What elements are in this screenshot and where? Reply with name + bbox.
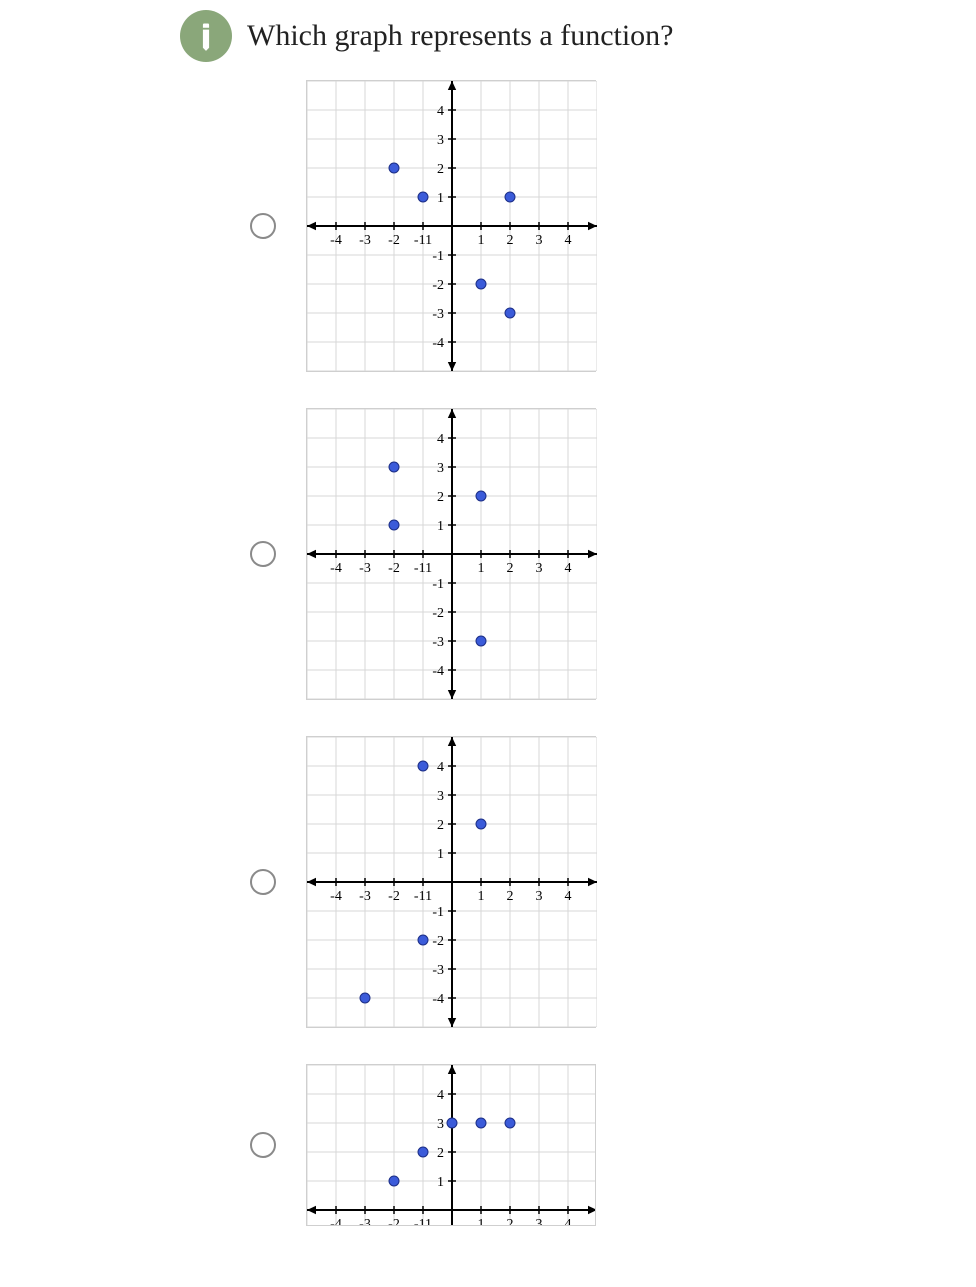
svg-text:1: 1 <box>437 847 444 862</box>
svg-text:-4: -4 <box>432 336 444 351</box>
svg-text:4: 4 <box>565 889 572 904</box>
svg-text:1: 1 <box>478 561 485 576</box>
svg-text:-3: -3 <box>359 233 371 248</box>
svg-text:-3: -3 <box>359 889 371 904</box>
svg-text:-2: -2 <box>432 278 444 293</box>
svg-text:1: 1 <box>437 1175 444 1190</box>
svg-text:3: 3 <box>536 889 543 904</box>
chart-2: -4 -3 -2 -11 1 2 3 4 1 2 3 4 -1 -2 -3 -4 <box>306 408 596 700</box>
radio-button[interactable] <box>250 541 276 567</box>
svg-text:4: 4 <box>437 104 444 119</box>
options-list: -4-3-2-1112341234-1-2-3-4-4-3-2-11123412… <box>250 80 956 1226</box>
svg-text:-11: -11 <box>414 889 432 904</box>
svg-text:1: 1 <box>478 889 485 904</box>
svg-text:4: 4 <box>437 760 444 775</box>
svg-text:1: 1 <box>477 1217 484 1226</box>
question-text: Which graph represents a function? <box>247 19 674 53</box>
svg-text:3: 3 <box>437 133 444 148</box>
svg-text:-1: -1 <box>432 577 444 592</box>
svg-text:2: 2 <box>507 889 514 904</box>
svg-text:-2: -2 <box>388 561 400 576</box>
svg-text:-3: -3 <box>432 635 444 650</box>
answer-option[interactable]: -4 -3 -2 -11 1 2 3 4 1 2 3 4 -1 -2 -3 -4 <box>250 736 956 1028</box>
radio-button[interactable] <box>250 869 276 895</box>
svg-text:-11: -11 <box>414 561 432 576</box>
svg-text:1: 1 <box>478 233 485 248</box>
svg-text:-3: -3 <box>432 963 444 978</box>
svg-text:-3: -3 <box>359 1217 371 1226</box>
radio-button[interactable] <box>250 1132 276 1158</box>
svg-text:-1: -1 <box>432 905 444 920</box>
svg-text:-2: -2 <box>388 1217 400 1226</box>
svg-text:-4: -4 <box>330 233 342 248</box>
svg-text:-11: -11 <box>414 233 432 248</box>
svg-text:2: 2 <box>507 233 514 248</box>
svg-text:4: 4 <box>437 432 444 447</box>
pencil-icon <box>180 10 232 62</box>
svg-text:4: 4 <box>565 233 572 248</box>
svg-text:2: 2 <box>507 561 514 576</box>
answer-option[interactable]: -4 -3 -2 -11 1 2 3 4 1 2 3 4 -1 -2 -3 -4 <box>250 408 956 700</box>
svg-text:4: 4 <box>565 561 572 576</box>
svg-text:-3: -3 <box>359 561 371 576</box>
question-header: Which graph represents a function? <box>180 10 956 62</box>
svg-text:-4: -4 <box>330 889 342 904</box>
svg-text:-11: -11 <box>414 1217 432 1226</box>
svg-text:2: 2 <box>437 1146 444 1161</box>
svg-text:3: 3 <box>536 233 543 248</box>
svg-text:-2: -2 <box>388 889 400 904</box>
svg-text:3: 3 <box>437 1117 444 1132</box>
chart-4: -4-3-2-1112341234-1-2-3-4 <box>306 1064 596 1226</box>
svg-text:1: 1 <box>437 191 444 206</box>
svg-text:-2: -2 <box>432 934 444 949</box>
svg-text:-4: -4 <box>432 664 444 679</box>
svg-text:3: 3 <box>437 789 444 804</box>
answer-option[interactable]: -4-3-2-1112341234-1-2-3-4 <box>250 1064 956 1226</box>
svg-text:-2: -2 <box>388 233 400 248</box>
svg-text:2: 2 <box>506 1217 513 1226</box>
svg-text:4: 4 <box>564 1217 571 1226</box>
svg-text:3: 3 <box>437 461 444 476</box>
chart-1: -4 -3 -2 -11 1 2 3 4 1 2 3 4 -1 -2 -3 -4 <box>306 80 596 372</box>
svg-text:-4: -4 <box>330 1217 342 1226</box>
svg-text:-2: -2 <box>432 606 444 621</box>
svg-text:4: 4 <box>437 1088 444 1103</box>
svg-text:-4: -4 <box>432 992 444 1007</box>
answer-option[interactable]: -4 -3 -2 -11 1 2 3 4 1 2 3 4 -1 -2 -3 -4 <box>250 80 956 372</box>
svg-text:2: 2 <box>437 490 444 505</box>
svg-text:2: 2 <box>437 162 444 177</box>
svg-text:3: 3 <box>536 561 543 576</box>
radio-button[interactable] <box>250 213 276 239</box>
svg-text:1: 1 <box>437 519 444 534</box>
svg-text:-1: -1 <box>432 249 444 264</box>
svg-text:-4: -4 <box>330 561 342 576</box>
svg-text:-3: -3 <box>432 307 444 322</box>
svg-text:2: 2 <box>437 818 444 833</box>
svg-text:3: 3 <box>535 1217 542 1226</box>
chart-3: -4 -3 -2 -11 1 2 3 4 1 2 3 4 -1 -2 -3 -4 <box>306 736 596 1028</box>
